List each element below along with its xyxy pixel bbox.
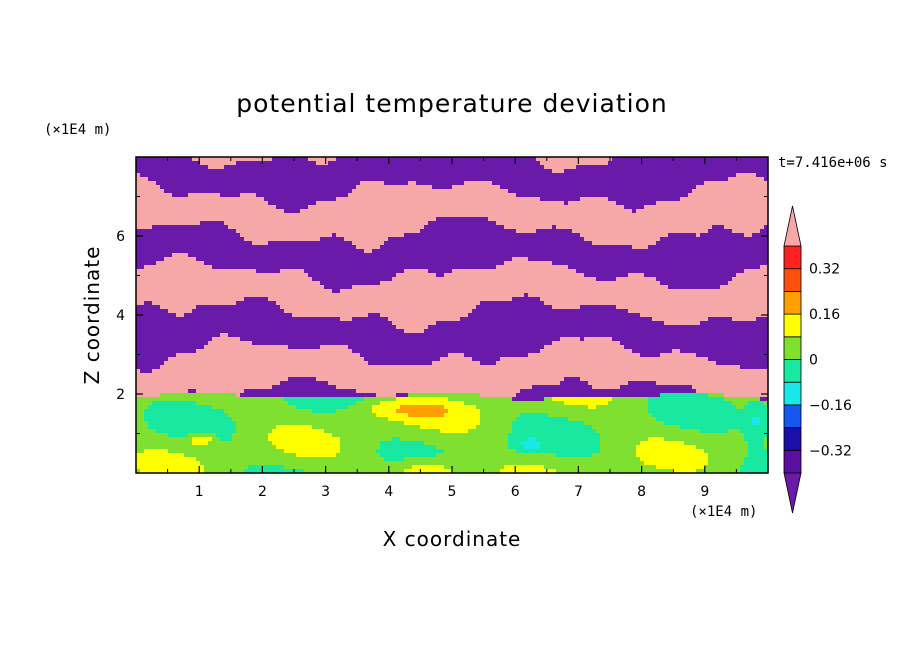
x-tick-label: 7 — [574, 484, 583, 500]
contour-field — [136, 157, 768, 473]
time-label: t=7.416e+06 s — [778, 155, 888, 171]
colorbar-swatch — [783, 268, 802, 292]
colorbar: 0.32 0.16 0 −0.16 −0.32 — [783, 205, 852, 514]
x-tick-label: 5 — [448, 484, 457, 500]
colorbar-label: 0.32 — [809, 262, 840, 278]
colorbar-swatch — [783, 404, 802, 428]
x-tick-label: 6 — [511, 484, 520, 500]
colorbar-label: 0.16 — [809, 307, 840, 323]
colorbar-swatch — [783, 381, 802, 406]
y-tick-label: 4 — [116, 308, 125, 324]
colorbar-swatch — [783, 359, 802, 383]
x-axis-label: X coordinate — [383, 527, 522, 551]
y-tick-label: 6 — [116, 229, 125, 245]
x-tick-label: 3 — [321, 484, 330, 500]
plot-area: 1 2 3 4 5 6 7 8 9 2 4 6 — [116, 156, 769, 500]
x-tick-label: 2 — [258, 484, 267, 500]
colorbar-label: 0 — [809, 353, 818, 369]
chart-title: potential temperature deviation — [236, 89, 667, 118]
colorbar-swatch — [783, 449, 802, 474]
x-unit-label: (×1E4 m) — [690, 504, 757, 520]
colorbar-swatch — [783, 336, 802, 360]
y-tick-label: 2 — [116, 387, 125, 403]
colorbar-swatch — [783, 427, 802, 451]
x-tick-label: 8 — [637, 484, 646, 500]
x-tick-label: 4 — [384, 484, 393, 500]
colorbar-label: −0.16 — [809, 398, 852, 414]
y-axis-label: Z coordinate — [80, 246, 104, 385]
x-tick-label: 9 — [700, 484, 709, 500]
x-tick-label: 1 — [195, 484, 204, 500]
colorbar-over-arrow — [783, 205, 802, 247]
colorbar-swatch — [783, 290, 802, 315]
y-unit-label: (×1E4 m) — [44, 122, 111, 138]
colorbar-swatch — [783, 245, 802, 270]
x-axis: 1 2 3 4 5 6 7 8 9 — [167, 157, 737, 500]
colorbar-label: −0.32 — [809, 443, 852, 459]
colorbar-swatch — [783, 313, 802, 338]
colorbar-under-arrow — [783, 472, 802, 514]
y-axis: 2 4 6 — [116, 196, 768, 434]
